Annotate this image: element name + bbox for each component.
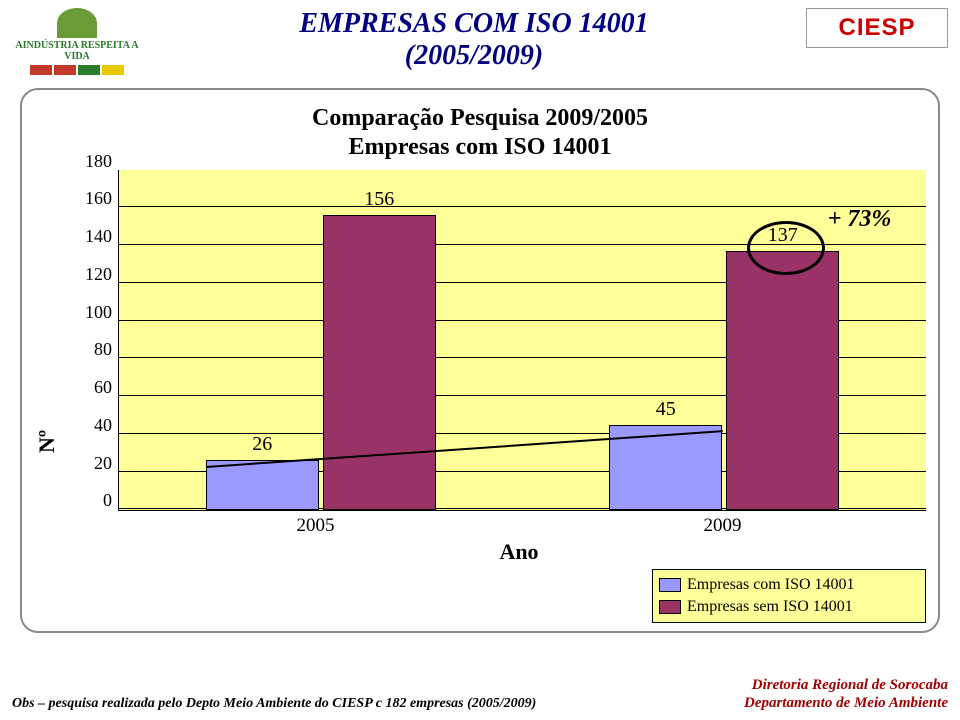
chart-title-line2: Empresas com ISO 14001 xyxy=(34,133,926,162)
bars-layer: 2615645137 xyxy=(119,170,926,510)
x-tick: 2005 xyxy=(112,511,519,537)
legend-label: Empresas sem ISO 14001 xyxy=(687,598,853,616)
y-ticks: 020406080100120140160180 xyxy=(64,170,118,510)
bar: 137 xyxy=(726,251,839,510)
bar: 26 xyxy=(206,460,319,509)
chart-title-line1: Comparação Pesquisa 2009/2005 xyxy=(34,104,926,133)
legend-item: Empresas sem ISO 14001 xyxy=(659,596,919,618)
leaf-icon xyxy=(57,8,97,38)
chart-frame: Comparação Pesquisa 2009/2005 Empresas c… xyxy=(20,88,940,633)
logo-right: CIESP xyxy=(806,8,948,48)
y-axis-label: Nº xyxy=(34,170,64,623)
logo-left-text: AINDÚSTRIA RESPEITA A VIDA xyxy=(12,40,142,62)
legend-label: Empresas com ISO 14001 xyxy=(687,576,855,594)
bar-seg xyxy=(54,65,76,75)
footer-right: Diretoria Regional de Sorocaba Departame… xyxy=(744,676,948,712)
bar-label: 45 xyxy=(610,398,721,421)
footer-right-line1: Diretoria Regional de Sorocaba xyxy=(744,676,948,694)
bar-seg xyxy=(78,65,100,75)
logo-left: AINDÚSTRIA RESPEITA A VIDA xyxy=(12,8,142,78)
plot-row: 020406080100120140160180 2615645137 + 73… xyxy=(64,170,926,511)
footer-left: Obs – pesquisa realizada pelo Depto Meio… xyxy=(12,696,536,712)
bar-seg xyxy=(102,65,124,75)
legend-item: Empresas com ISO 14001 xyxy=(659,574,919,596)
x-ticks: 20052009 xyxy=(112,511,926,537)
bar-label: 156 xyxy=(324,188,435,211)
bar-label: 26 xyxy=(207,433,318,456)
bar-seg xyxy=(30,65,52,75)
legend: Empresas com ISO 14001 Empresas sem ISO 1… xyxy=(652,569,926,623)
annotation-circle xyxy=(747,221,825,275)
header: AINDÚSTRIA RESPEITA A VIDA EMPRESAS COM … xyxy=(0,0,960,82)
footer: Obs – pesquisa realizada pelo Depto Meio… xyxy=(12,676,948,712)
logo-left-bar xyxy=(30,65,124,75)
plot-wrap: 020406080100120140160180 2615645137 + 73… xyxy=(64,170,926,623)
page-title: EMPRESAS COM ISO 14001 (2005/2009) xyxy=(142,8,806,72)
x-axis-label: Ano xyxy=(112,539,926,565)
chart-title: Comparação Pesquisa 2009/2005 Empresas c… xyxy=(34,104,926,162)
plot-area: 2615645137 + 73% xyxy=(118,170,926,511)
bar: 156 xyxy=(323,215,436,510)
x-tick: 2009 xyxy=(519,511,926,537)
chart-body: Nº 020406080100120140160180 2615645137 +… xyxy=(34,170,926,623)
footer-right-line2: Departamento de Meio Ambiente xyxy=(744,694,948,712)
annotation-text: + 73% xyxy=(828,206,892,233)
legend-swatch xyxy=(659,578,681,592)
title-line1: EMPRESAS COM ISO 14001 xyxy=(142,8,806,40)
legend-swatch xyxy=(659,600,681,614)
title-line2: (2005/2009) xyxy=(142,40,806,72)
